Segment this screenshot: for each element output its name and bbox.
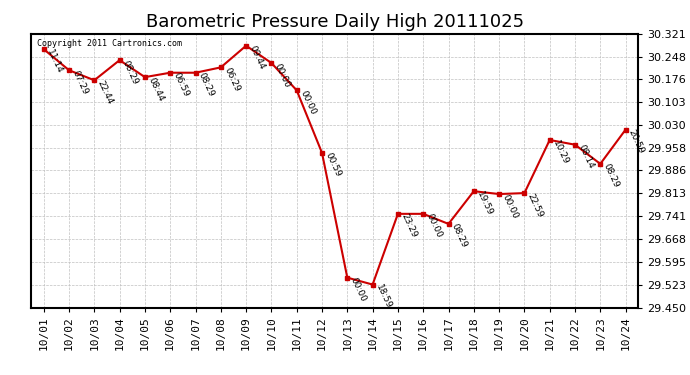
Text: 22:44: 22:44 — [96, 79, 115, 106]
Text: 00:00: 00:00 — [500, 193, 520, 220]
Text: 23:29: 23:29 — [400, 213, 418, 240]
Text: Copyright 2011 Cartronics.com: Copyright 2011 Cartronics.com — [37, 39, 182, 48]
Text: 20:59: 20:59 — [627, 128, 646, 155]
Text: 06:29: 06:29 — [222, 66, 242, 93]
Text: 00:00: 00:00 — [298, 89, 317, 116]
Text: 07:29: 07:29 — [70, 69, 90, 96]
Text: 22:59: 22:59 — [526, 192, 545, 219]
Text: 00:00: 00:00 — [348, 276, 368, 303]
Text: 08:29: 08:29 — [197, 71, 216, 99]
Text: 06:59: 06:59 — [172, 71, 190, 99]
Text: 08:29: 08:29 — [602, 162, 621, 190]
Text: 10:29: 10:29 — [551, 139, 570, 166]
Text: 19:59: 19:59 — [475, 190, 494, 217]
Text: 18:59: 18:59 — [374, 283, 393, 310]
Text: 08:44: 08:44 — [146, 76, 166, 103]
Text: 00:00: 00:00 — [273, 62, 292, 89]
Text: 11:14: 11:14 — [45, 48, 64, 75]
Text: 00:59: 00:59 — [324, 152, 342, 179]
Text: 00:00: 00:00 — [424, 213, 444, 240]
Text: 08:29: 08:29 — [121, 59, 140, 86]
Text: 09:44: 09:44 — [248, 44, 266, 71]
Text: 08:29: 08:29 — [450, 222, 469, 250]
Title: Barometric Pressure Daily High 20111025: Barometric Pressure Daily High 20111025 — [146, 13, 524, 31]
Text: 08:14: 08:14 — [576, 143, 595, 171]
